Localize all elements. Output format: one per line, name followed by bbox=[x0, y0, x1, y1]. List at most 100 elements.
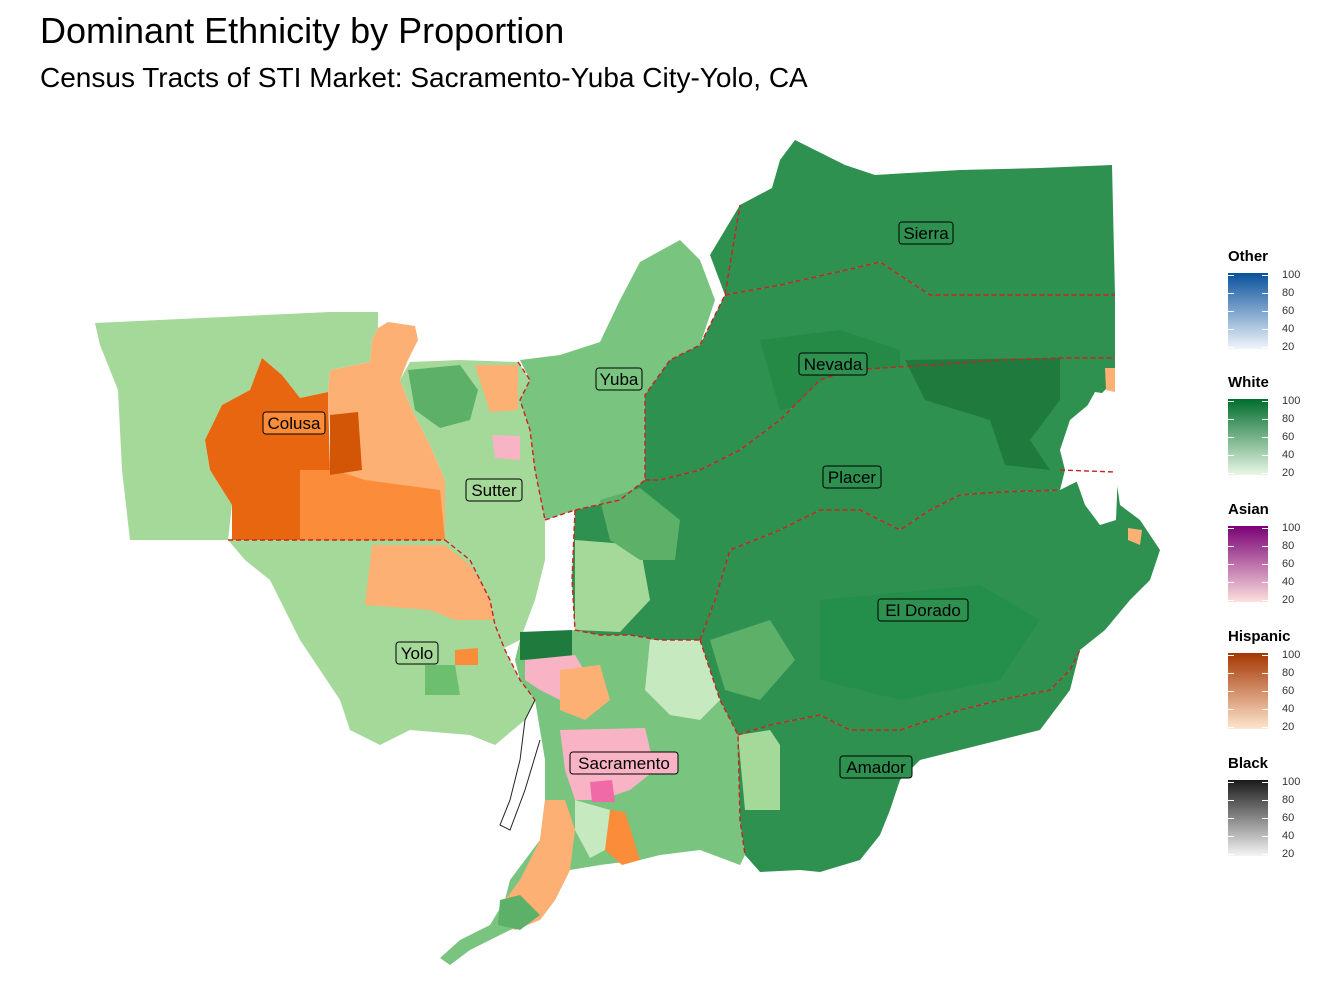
legend-tick-label: 60 bbox=[1282, 305, 1295, 317]
county-label-text: Yuba bbox=[600, 370, 639, 389]
region-placer-light bbox=[575, 540, 650, 632]
legend-title: Black bbox=[1228, 755, 1269, 772]
legend-tick-label: 40 bbox=[1282, 830, 1295, 842]
county-label-text: Amador bbox=[846, 758, 906, 777]
county-label-text: Colusa bbox=[268, 414, 321, 433]
region-sac-light-south bbox=[575, 800, 610, 858]
region-yolo-green bbox=[425, 665, 460, 695]
region-el-dorado-dark bbox=[820, 585, 1040, 700]
legend-tick-label: 100 bbox=[1282, 395, 1301, 407]
legend-tick-label: 80 bbox=[1282, 413, 1295, 425]
region-sutter-hisp bbox=[475, 365, 518, 412]
region-placer-dark bbox=[905, 358, 1060, 470]
sacramento-west-outline bbox=[499, 699, 541, 831]
region-placer bbox=[572, 358, 1115, 640]
legend-tick-label: 40 bbox=[1282, 576, 1295, 588]
county-label-yolo: Yolo bbox=[395, 641, 439, 665]
legend-tick-label: 60 bbox=[1282, 431, 1295, 443]
county-label-yuba: Yuba bbox=[595, 367, 643, 391]
legend-tick-label: 60 bbox=[1282, 558, 1295, 570]
region-placer-mid bbox=[600, 488, 680, 560]
legend-black: Black 100 80 60 40 20 bbox=[1228, 755, 1300, 860]
county-label-sacramento: Sacramento bbox=[569, 751, 679, 775]
county-label-text: Sutter bbox=[471, 481, 517, 500]
legend-tick-label: 40 bbox=[1282, 323, 1295, 335]
legend-white: White 100 80 60 40 20 bbox=[1228, 374, 1300, 479]
county-label-text: El Dorado bbox=[885, 601, 961, 620]
legend-tick-label: 20 bbox=[1282, 594, 1295, 606]
legend-colorbar bbox=[1228, 780, 1268, 856]
lake-tahoe bbox=[1060, 392, 1118, 525]
region-sac-hisp-south bbox=[605, 810, 640, 865]
legend-title: Other bbox=[1228, 248, 1269, 265]
region-sac-hisp bbox=[560, 665, 610, 720]
county-borders bbox=[228, 204, 1116, 856]
legend-tick-label: 80 bbox=[1282, 287, 1295, 299]
legend-asian: Asian 100 80 60 40 20 bbox=[1228, 501, 1300, 606]
county-label-sutter: Sutter bbox=[465, 478, 523, 502]
county-label-text: Sierra bbox=[903, 224, 949, 243]
legend-tick-label: 20 bbox=[1282, 721, 1295, 733]
region-tahoe-hisp bbox=[1105, 368, 1115, 392]
legend-body: 100 80 60 40 20 bbox=[1228, 269, 1300, 353]
legend-tick-label: 100 bbox=[1282, 269, 1301, 281]
county-label-amador: Amador bbox=[839, 755, 913, 779]
legend-tick-label: 20 bbox=[1282, 467, 1295, 479]
legend-colorbar bbox=[1228, 273, 1268, 349]
legend-title: Hispanic bbox=[1228, 628, 1291, 645]
region-colusa-west bbox=[95, 312, 378, 540]
legend-tick-label: 20 bbox=[1282, 848, 1295, 860]
legend-tick-label: 40 bbox=[1282, 449, 1295, 461]
legend-title: White bbox=[1228, 374, 1269, 391]
legend-tick-label: 100 bbox=[1282, 776, 1301, 788]
county-label-text: Sacramento bbox=[578, 754, 670, 773]
legend-tick-label: 100 bbox=[1282, 649, 1301, 661]
legend-colorbar bbox=[1228, 399, 1268, 475]
legend-body: 100 80 60 40 20 bbox=[1228, 522, 1300, 606]
region-nevada bbox=[645, 262, 1115, 480]
county-label-colusa: Colusa bbox=[262, 411, 326, 435]
region-el-dorado-light bbox=[710, 620, 795, 700]
region-sac-darkgreen bbox=[520, 630, 572, 660]
county-label-el-dorado: El Dorado bbox=[877, 598, 969, 622]
county-label-nevada: Nevada bbox=[798, 352, 868, 376]
map-subtitle: Census Tracts of STI Market: Sacramento-… bbox=[40, 62, 808, 93]
region-sac-asian-core bbox=[590, 780, 615, 802]
region-yolo-hispanic bbox=[365, 545, 495, 620]
region-sierra bbox=[710, 140, 1115, 295]
county-label-text: Yolo bbox=[401, 644, 433, 663]
county-label-placer: Placer bbox=[822, 465, 882, 489]
region-colusa-east bbox=[328, 322, 445, 540]
county-label-sierra: Sierra bbox=[898, 221, 954, 245]
region-tahoe-hisp-2 bbox=[1128, 528, 1142, 545]
legend-body: 100 80 60 40 20 bbox=[1228, 776, 1300, 860]
region-sutter-asian bbox=[492, 435, 520, 460]
legend-tick-label: 20 bbox=[1282, 341, 1295, 353]
region-colusa-darkest bbox=[330, 412, 362, 475]
legend-tick-label: 80 bbox=[1282, 667, 1295, 679]
region-amador-light bbox=[738, 730, 780, 810]
county-label-text: Nevada bbox=[804, 355, 863, 374]
legend-colorbar bbox=[1228, 526, 1268, 602]
county-label-text: Placer bbox=[828, 468, 877, 487]
region-sutter-dark bbox=[408, 365, 478, 428]
legend-tick-label: 40 bbox=[1282, 703, 1295, 715]
legend-tick-label: 80 bbox=[1282, 540, 1295, 552]
legend-other: Other 100 80 60 40 20 bbox=[1228, 248, 1300, 353]
legend-tick-label: 60 bbox=[1282, 685, 1295, 697]
legend-tick-label: 100 bbox=[1282, 522, 1301, 534]
region-sac-delta-green bbox=[498, 895, 540, 930]
legend-hispanic: Hispanic 100 80 60 40 20 bbox=[1228, 628, 1300, 733]
legend-body: 100 80 60 40 20 bbox=[1228, 649, 1300, 733]
legend-title: Asian bbox=[1228, 501, 1269, 518]
legend-tick-label: 60 bbox=[1282, 812, 1295, 824]
legend-colorbar bbox=[1228, 653, 1268, 729]
region-colusa-mid bbox=[300, 470, 445, 540]
region-yolo-hisp-small bbox=[455, 648, 478, 665]
legend-tick-label: 80 bbox=[1282, 794, 1295, 806]
legend-body: 100 80 60 40 20 bbox=[1228, 395, 1300, 479]
region-sutter bbox=[400, 360, 545, 650]
map-title: Dominant Ethnicity by Proportion bbox=[40, 10, 565, 51]
region-sac-light bbox=[645, 640, 720, 720]
